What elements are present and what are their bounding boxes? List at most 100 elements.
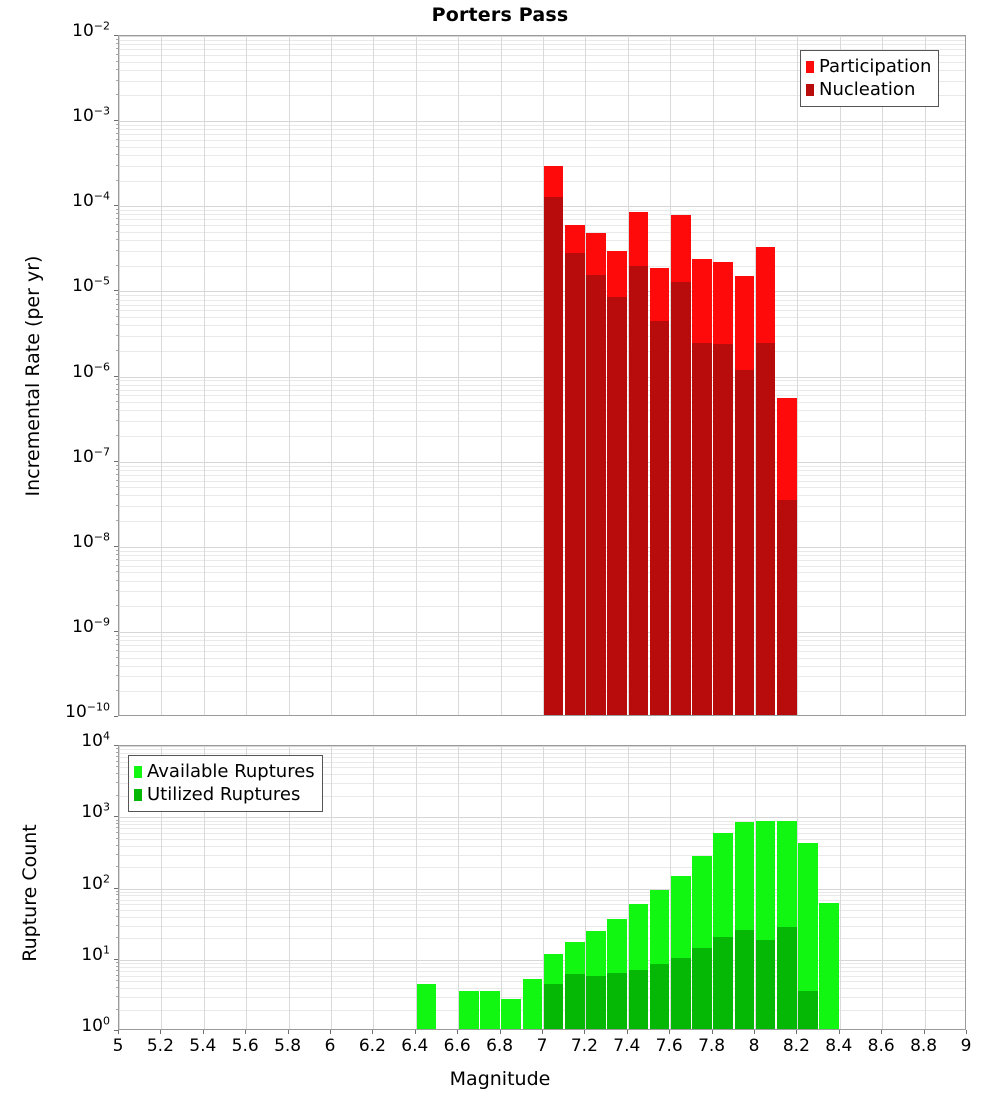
gridline-horizontal bbox=[119, 506, 965, 507]
y-axis-minor-tick bbox=[116, 94, 118, 95]
bar-utilized-ruptures bbox=[649, 964, 670, 1029]
y-axis-minor-tick bbox=[116, 909, 118, 910]
gridline-horizontal bbox=[119, 828, 965, 829]
gridline-horizontal bbox=[119, 632, 965, 633]
gridline-horizontal bbox=[119, 774, 965, 775]
bar-utilized-ruptures bbox=[734, 930, 755, 1029]
y-axis-minor-tick bbox=[116, 590, 118, 591]
y-axis-tick-mark bbox=[114, 888, 118, 889]
gridline-vertical bbox=[373, 36, 374, 715]
legend-item: Available Ruptures bbox=[134, 760, 315, 783]
gridline-horizontal bbox=[119, 395, 965, 396]
gridline-vertical bbox=[925, 36, 926, 715]
bar-nucleation bbox=[713, 344, 734, 715]
y-axis-tick-label: 10−8 bbox=[72, 530, 110, 552]
y-axis-minor-tick bbox=[116, 350, 118, 351]
y-axis-tick-label: 10−4 bbox=[72, 189, 110, 212]
y-axis-minor-tick bbox=[116, 916, 118, 917]
gridline-horizontal bbox=[119, 240, 965, 241]
bar-utilized-ruptures bbox=[628, 969, 649, 1029]
x-axis-tick-label: 8.2 bbox=[782, 1036, 810, 1056]
bar-available-ruptures bbox=[501, 999, 522, 1029]
legend-label: Nucleation bbox=[819, 78, 916, 100]
gridline-horizontal bbox=[119, 380, 965, 381]
y-axis-minor-tick bbox=[116, 250, 118, 251]
y-axis-minor-tick bbox=[116, 294, 118, 295]
x-axis-tick-mark bbox=[669, 1030, 670, 1034]
y-axis-tick-mark bbox=[114, 816, 118, 817]
nucleation-swatch bbox=[806, 83, 814, 96]
gridline-vertical bbox=[797, 746, 798, 1029]
y-axis-tick-mark bbox=[114, 546, 118, 547]
y-axis-minor-tick bbox=[116, 69, 118, 70]
gridline-horizontal bbox=[119, 976, 965, 977]
gridline-horizontal bbox=[119, 206, 965, 207]
y-axis-tick-label: 104 bbox=[81, 729, 110, 751]
gridline-vertical bbox=[161, 746, 162, 1029]
y-axis-minor-tick bbox=[116, 80, 118, 81]
gridline-horizontal bbox=[119, 581, 965, 582]
gridline-horizontal bbox=[119, 129, 965, 130]
gridline-horizontal bbox=[119, 904, 965, 905]
gridline-horizontal bbox=[119, 640, 965, 641]
gridline-horizontal bbox=[119, 70, 965, 71]
gridline-horizontal bbox=[119, 305, 965, 306]
y-axis-minor-tick bbox=[116, 389, 118, 390]
bar-utilized-ruptures bbox=[607, 972, 628, 1029]
y-axis-tick-mark bbox=[114, 745, 118, 746]
bar-utilized-ruptures bbox=[586, 975, 606, 1029]
gridline-horizontal bbox=[119, 147, 965, 148]
y-axis-minor-tick bbox=[116, 894, 118, 895]
gridline-vertical bbox=[925, 746, 926, 1029]
gridline-horizontal bbox=[119, 466, 965, 467]
y-axis-minor-tick bbox=[116, 1009, 118, 1010]
gridline-vertical bbox=[246, 36, 247, 715]
x-axis-tick-mark bbox=[542, 1030, 543, 1034]
legend-item: Utilized Ruptures bbox=[134, 783, 315, 806]
y-axis-minor-tick bbox=[116, 854, 118, 855]
bar-available-ruptures bbox=[798, 842, 818, 1029]
gridline-horizontal bbox=[119, 606, 965, 607]
legend-label: Utilized Ruptures bbox=[147, 783, 301, 805]
bar-nucleation bbox=[649, 320, 670, 715]
legend-item: Participation bbox=[806, 55, 931, 78]
x-axis-tick-label: 9 bbox=[960, 1036, 972, 1056]
gridline-horizontal bbox=[119, 762, 965, 763]
gridline-vertical bbox=[670, 36, 671, 715]
x-axis-tick-label: 6 bbox=[324, 1036, 336, 1056]
x-axis-tick-mark bbox=[415, 1030, 416, 1034]
gridline-horizontal bbox=[119, 917, 965, 918]
y-axis-minor-tick bbox=[116, 48, 118, 49]
y-axis-minor-tick bbox=[116, 845, 118, 846]
gridline-vertical bbox=[458, 36, 459, 715]
y-axis-tick-mark bbox=[114, 716, 118, 717]
y-axis-minor-tick bbox=[116, 394, 118, 395]
page-title: Porters Pass bbox=[431, 4, 569, 26]
gridline-horizontal bbox=[119, 55, 965, 56]
y-axis-minor-tick bbox=[116, 903, 118, 904]
gridline-vertical bbox=[204, 36, 205, 715]
gridline-vertical bbox=[289, 746, 290, 1029]
y-axis-minor-tick bbox=[116, 866, 118, 867]
gridline-horizontal bbox=[119, 390, 965, 391]
gridline-vertical bbox=[246, 746, 247, 1029]
y-axis-minor-tick bbox=[116, 133, 118, 134]
gridline-horizontal bbox=[119, 134, 965, 135]
gridline-horizontal bbox=[119, 636, 965, 637]
x-axis-tick-label: 7.4 bbox=[613, 1036, 641, 1056]
gridline-vertical bbox=[458, 746, 459, 1029]
bar-nucleation bbox=[628, 265, 649, 715]
legend-incremental-rate: Participation Nucleation bbox=[800, 50, 940, 107]
y-axis-minor-tick bbox=[116, 316, 118, 317]
y-axis-minor-tick bbox=[116, 752, 118, 753]
bar-nucleation bbox=[607, 297, 628, 715]
gridline-horizontal bbox=[119, 691, 965, 692]
y-axis-minor-tick bbox=[116, 209, 118, 210]
gridline-vertical bbox=[119, 36, 120, 715]
bar-utilized-ruptures bbox=[543, 983, 564, 1029]
y-axis-minor-tick bbox=[116, 925, 118, 926]
gridline-horizontal bbox=[119, 62, 965, 63]
y-axis-minor-tick bbox=[116, 474, 118, 475]
x-axis-tick-label: 5.4 bbox=[189, 1036, 217, 1056]
